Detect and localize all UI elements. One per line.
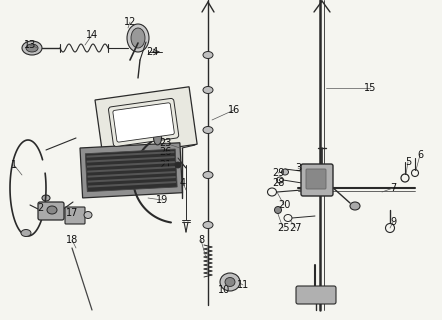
Ellipse shape	[274, 206, 282, 213]
Text: 29: 29	[272, 168, 284, 178]
FancyBboxPatch shape	[38, 202, 64, 220]
FancyBboxPatch shape	[87, 156, 175, 163]
Ellipse shape	[350, 202, 360, 210]
Ellipse shape	[127, 24, 149, 52]
Text: 28: 28	[272, 178, 284, 188]
FancyBboxPatch shape	[87, 166, 175, 173]
Text: 16: 16	[228, 105, 240, 115]
Text: 27: 27	[290, 223, 302, 233]
Text: 6: 6	[417, 150, 423, 160]
Text: 4: 4	[180, 178, 186, 188]
Ellipse shape	[22, 41, 42, 55]
Text: 23: 23	[159, 138, 171, 148]
Ellipse shape	[26, 44, 38, 52]
Ellipse shape	[42, 195, 50, 201]
FancyBboxPatch shape	[87, 161, 175, 168]
Text: 13: 13	[24, 40, 36, 50]
Text: 22: 22	[159, 105, 171, 115]
Ellipse shape	[131, 28, 145, 48]
Ellipse shape	[203, 221, 213, 228]
Text: 19: 19	[156, 195, 168, 205]
Text: 5: 5	[405, 157, 411, 167]
Text: 10: 10	[218, 285, 230, 295]
Text: 12: 12	[124, 17, 136, 27]
Ellipse shape	[21, 229, 31, 236]
FancyBboxPatch shape	[85, 149, 177, 192]
Text: 9: 9	[390, 217, 396, 227]
FancyBboxPatch shape	[113, 103, 174, 142]
Text: 7: 7	[390, 183, 396, 193]
FancyBboxPatch shape	[301, 164, 333, 196]
Circle shape	[175, 162, 181, 168]
Text: 11: 11	[237, 280, 249, 290]
Text: 21: 21	[159, 160, 171, 170]
Text: 25: 25	[277, 223, 289, 233]
Text: 20: 20	[278, 200, 290, 210]
Text: 3: 3	[295, 163, 301, 173]
Text: 1: 1	[11, 160, 17, 170]
Ellipse shape	[84, 212, 92, 219]
Ellipse shape	[203, 86, 213, 93]
Text: 17: 17	[66, 208, 78, 218]
Text: 8: 8	[198, 235, 204, 245]
Text: 24: 24	[146, 47, 158, 57]
FancyBboxPatch shape	[88, 171, 175, 178]
FancyBboxPatch shape	[88, 181, 176, 188]
Text: 18: 18	[66, 235, 78, 245]
Ellipse shape	[225, 277, 235, 286]
Text: 15: 15	[364, 83, 376, 93]
FancyBboxPatch shape	[65, 207, 85, 224]
Ellipse shape	[203, 126, 213, 133]
FancyBboxPatch shape	[108, 99, 179, 147]
Ellipse shape	[47, 206, 57, 214]
Ellipse shape	[282, 169, 289, 175]
FancyBboxPatch shape	[88, 176, 176, 183]
FancyBboxPatch shape	[296, 286, 336, 304]
Ellipse shape	[203, 52, 213, 59]
FancyBboxPatch shape	[80, 143, 183, 198]
Text: 2: 2	[37, 203, 43, 213]
FancyBboxPatch shape	[95, 87, 197, 157]
Text: 26: 26	[159, 147, 171, 157]
Ellipse shape	[153, 131, 162, 145]
Text: 14: 14	[86, 30, 98, 40]
Ellipse shape	[220, 273, 240, 291]
Ellipse shape	[203, 172, 213, 179]
FancyBboxPatch shape	[306, 169, 326, 189]
FancyBboxPatch shape	[86, 151, 175, 158]
